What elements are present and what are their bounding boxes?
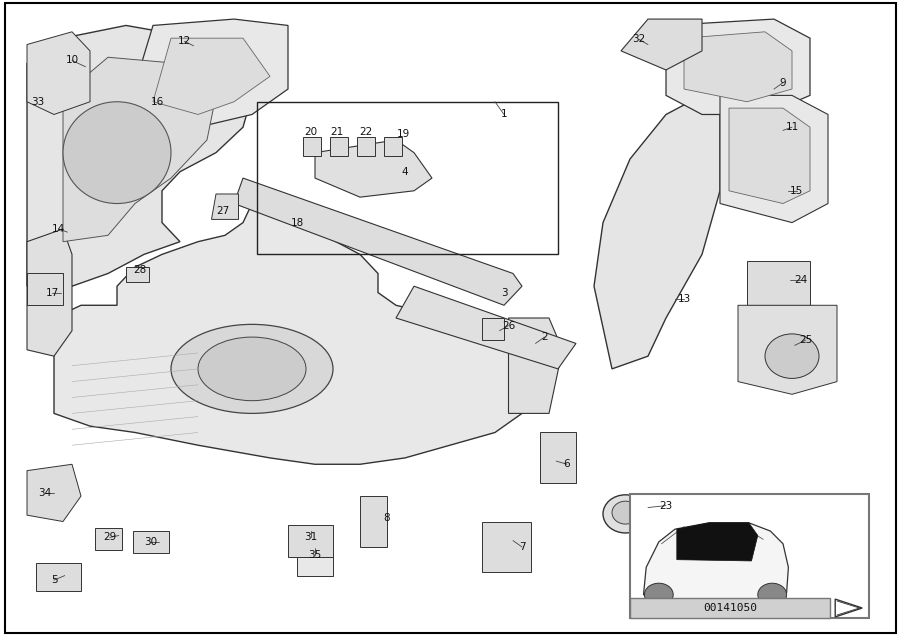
Ellipse shape: [765, 334, 819, 378]
Bar: [540, 432, 576, 483]
Text: 33: 33: [32, 97, 44, 107]
Polygon shape: [729, 108, 810, 204]
Text: 18: 18: [291, 218, 303, 228]
Polygon shape: [666, 19, 810, 114]
Bar: [630, 494, 868, 618]
Bar: [303, 137, 321, 156]
Bar: [133, 531, 169, 553]
Text: 22: 22: [359, 127, 372, 137]
Ellipse shape: [171, 324, 333, 413]
Bar: [357, 137, 375, 156]
Text: 00141050: 00141050: [703, 603, 757, 613]
Polygon shape: [212, 194, 239, 219]
Text: 10: 10: [66, 55, 78, 66]
Text: 5: 5: [50, 575, 58, 585]
Polygon shape: [677, 523, 758, 561]
Text: 17: 17: [46, 287, 58, 298]
Text: 16: 16: [151, 97, 164, 107]
Text: 8: 8: [383, 513, 391, 523]
Text: 26: 26: [502, 321, 515, 331]
Ellipse shape: [612, 501, 639, 524]
Text: 6: 6: [563, 459, 571, 469]
Ellipse shape: [603, 495, 648, 533]
Bar: [288, 525, 333, 556]
Text: 23: 23: [660, 501, 672, 511]
Polygon shape: [54, 204, 540, 464]
Text: 31: 31: [304, 532, 317, 543]
Polygon shape: [747, 261, 810, 305]
Polygon shape: [621, 19, 702, 70]
Text: 27: 27: [217, 206, 230, 216]
Bar: [256, 102, 558, 254]
Polygon shape: [27, 25, 252, 286]
Text: 32: 32: [633, 34, 645, 45]
Bar: [360, 496, 387, 547]
Ellipse shape: [198, 337, 306, 401]
Text: 3: 3: [500, 287, 508, 298]
Polygon shape: [315, 140, 432, 197]
Text: 24: 24: [795, 275, 807, 285]
Text: 7: 7: [518, 542, 526, 552]
Polygon shape: [644, 523, 788, 601]
Text: 13: 13: [678, 294, 690, 304]
Text: 4: 4: [401, 167, 409, 177]
Ellipse shape: [758, 583, 787, 606]
Text: 29: 29: [104, 532, 116, 543]
Text: 14: 14: [52, 224, 65, 234]
Polygon shape: [594, 95, 720, 369]
Polygon shape: [27, 464, 81, 522]
Bar: [482, 522, 531, 572]
Polygon shape: [508, 318, 562, 413]
Polygon shape: [36, 563, 81, 591]
Polygon shape: [126, 19, 288, 127]
Bar: [94, 528, 122, 550]
Polygon shape: [396, 286, 576, 369]
Bar: [384, 137, 402, 156]
Bar: [297, 556, 333, 576]
Polygon shape: [27, 273, 63, 305]
Ellipse shape: [63, 102, 171, 204]
Bar: [330, 137, 348, 156]
Text: 1: 1: [500, 109, 508, 120]
Text: 34: 34: [39, 488, 51, 498]
Text: 20: 20: [304, 127, 317, 137]
Polygon shape: [835, 599, 862, 617]
Text: 9: 9: [779, 78, 787, 88]
Ellipse shape: [644, 583, 673, 606]
Polygon shape: [684, 32, 792, 102]
Text: 2: 2: [541, 332, 548, 342]
Polygon shape: [720, 95, 828, 223]
Text: 12: 12: [178, 36, 191, 46]
Text: 25: 25: [799, 335, 812, 345]
Text: 35: 35: [309, 550, 321, 560]
Text: 15: 15: [790, 186, 803, 196]
Polygon shape: [482, 318, 504, 340]
Polygon shape: [234, 178, 522, 305]
Text: 28: 28: [133, 265, 146, 275]
Polygon shape: [63, 57, 216, 242]
Text: 19: 19: [397, 128, 410, 139]
Text: 11: 11: [786, 122, 798, 132]
Text: 21: 21: [330, 127, 343, 137]
Polygon shape: [738, 305, 837, 394]
Text: 30: 30: [144, 537, 157, 547]
Bar: [630, 598, 830, 618]
Polygon shape: [126, 267, 148, 282]
Polygon shape: [153, 38, 270, 114]
Polygon shape: [27, 32, 90, 114]
Polygon shape: [27, 229, 72, 356]
